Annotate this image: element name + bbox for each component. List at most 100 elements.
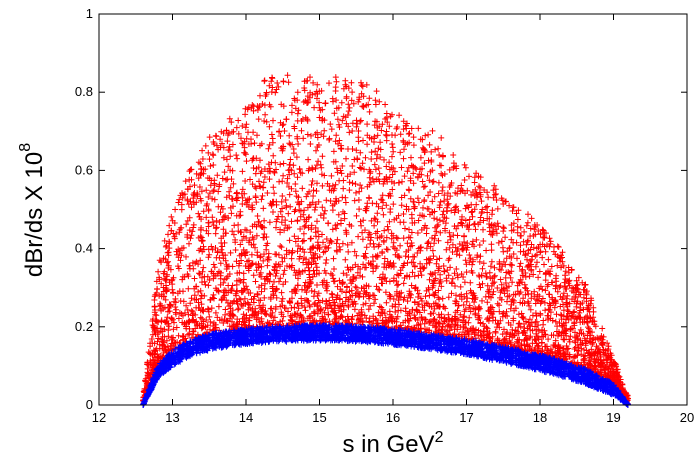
data-point-red — [408, 125, 415, 132]
data-point-red — [502, 234, 509, 241]
data-point-red — [197, 314, 204, 321]
data-point-red — [417, 244, 424, 251]
data-point-red — [469, 238, 476, 245]
data-point-red — [554, 288, 561, 295]
data-point-red — [339, 117, 346, 124]
data-point-red — [510, 204, 517, 211]
data-point-red — [510, 251, 517, 257]
data-point-red — [358, 185, 365, 192]
data-point-red — [439, 152, 446, 159]
data-point-red — [345, 146, 351, 152]
data-point-red — [195, 305, 202, 311]
data-point-red — [382, 131, 389, 138]
data-point-red — [329, 294, 336, 301]
data-point-red — [243, 158, 250, 165]
data-point-red — [521, 228, 528, 235]
data-point-red — [522, 274, 529, 280]
data-point-red — [331, 110, 338, 117]
data-point-red — [517, 242, 524, 249]
data-point-red — [466, 314, 473, 321]
data-point-red — [153, 278, 160, 285]
data-point-red — [389, 153, 395, 160]
data-point-red — [353, 189, 359, 196]
data-point-red — [261, 174, 268, 180]
data-point-red — [415, 125, 422, 132]
data-point-red — [528, 215, 535, 222]
data-point-red — [240, 270, 247, 277]
data-point-red — [402, 225, 408, 232]
data-point-red — [259, 192, 266, 199]
data-point-red — [483, 247, 490, 254]
data-point-red — [599, 325, 606, 332]
data-point-red — [473, 170, 480, 177]
data-point-red — [417, 295, 424, 302]
data-point-red — [554, 262, 561, 269]
data-point-red — [255, 104, 262, 111]
data-point-red — [448, 290, 455, 297]
data-point-red — [288, 218, 295, 225]
data-point-red — [279, 193, 286, 199]
data-point-red — [514, 223, 521, 230]
data-point-red — [477, 284, 484, 291]
data-point-red — [489, 291, 496, 298]
data-point-red — [383, 163, 390, 170]
data-point-red — [508, 301, 515, 308]
data-point-red — [333, 97, 340, 104]
data-point-red — [397, 242, 404, 249]
data-point-red — [455, 185, 461, 192]
data-point-red — [349, 163, 356, 169]
data-point-red — [430, 178, 437, 185]
data-point-red — [328, 290, 335, 297]
data-point-red — [346, 104, 353, 111]
data-point-red — [269, 74, 275, 81]
data-point-red — [372, 166, 379, 173]
data-point-red — [242, 149, 248, 156]
data-point-red — [428, 148, 435, 155]
data-point-red — [444, 267, 451, 274]
data-point-red — [277, 119, 284, 126]
data-point-red — [239, 186, 246, 193]
data-point-red — [396, 254, 403, 261]
data-point-red — [211, 187, 218, 194]
data-point-red — [559, 249, 566, 256]
data-point-red — [227, 204, 234, 211]
data-point-red — [328, 126, 335, 133]
data-point-red — [343, 93, 350, 100]
data-point-red — [198, 301, 205, 308]
data-point-red — [234, 155, 241, 162]
data-point-red — [326, 80, 332, 87]
data-point-red — [217, 136, 224, 143]
data-point-red — [281, 267, 288, 274]
data-point-red — [326, 135, 333, 142]
data-point-red — [351, 306, 358, 313]
data-point-red — [183, 253, 189, 260]
data-point-red — [255, 116, 262, 123]
data-point-red — [294, 89, 301, 96]
data-point-red — [328, 172, 335, 179]
data-point-red — [362, 154, 369, 161]
data-point-red — [355, 128, 362, 134]
data-point-red — [178, 206, 185, 213]
data-point-red — [234, 189, 240, 196]
data-point-red — [182, 178, 189, 185]
data-point-red — [371, 161, 378, 168]
data-point-red — [252, 244, 258, 251]
data-point-red — [213, 133, 220, 140]
data-point-red — [242, 178, 249, 184]
data-point-red — [322, 260, 329, 267]
data-point-red — [214, 172, 221, 179]
data-point-red — [289, 295, 295, 302]
data-point-red — [148, 336, 155, 342]
data-point-red — [208, 305, 215, 312]
data-point-red — [256, 284, 262, 291]
data-point-red — [196, 270, 202, 277]
data-point-red — [468, 209, 475, 216]
data-point-red — [398, 164, 405, 171]
data-point-red — [383, 202, 390, 209]
data-point-red — [283, 116, 290, 123]
data-point-red — [500, 228, 507, 235]
data-point-red — [356, 206, 363, 213]
data-point-red — [356, 293, 363, 300]
data-point-red — [564, 292, 571, 299]
